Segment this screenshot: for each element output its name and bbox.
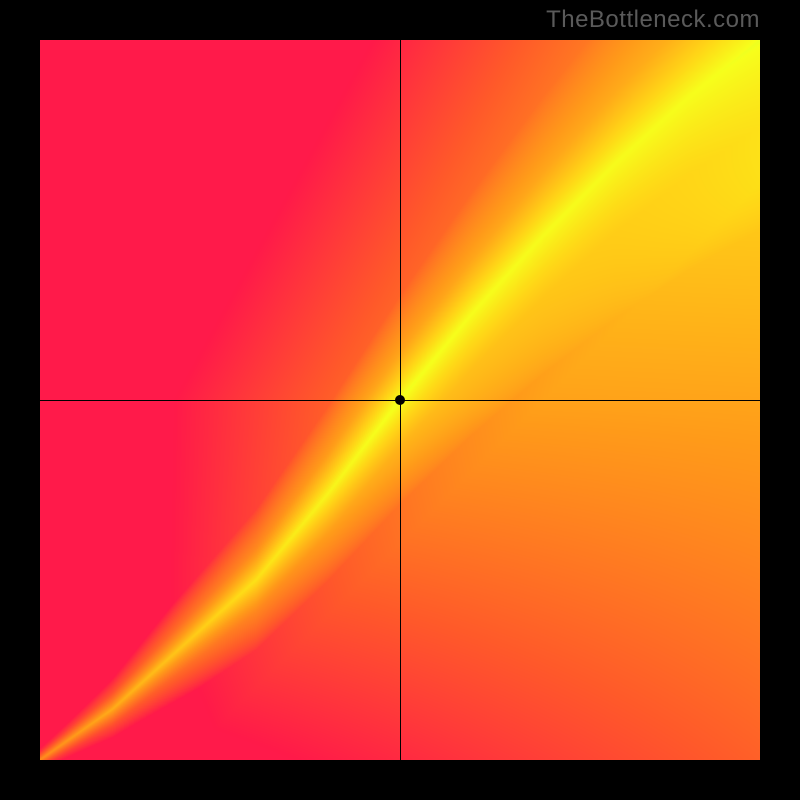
figure-container: TheBottleneck.com [0, 0, 800, 800]
plot-region [40, 40, 760, 760]
crosshair-point [395, 395, 405, 405]
attribution-text: TheBottleneck.com [546, 6, 760, 34]
